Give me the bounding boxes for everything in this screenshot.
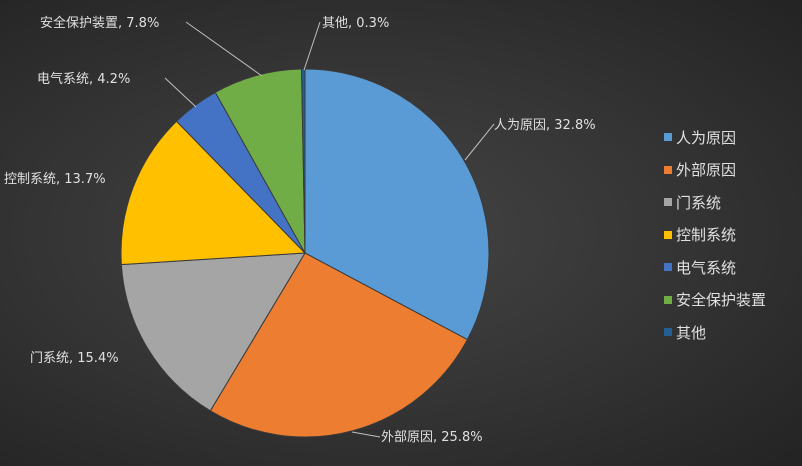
legend-swatch bbox=[664, 328, 672, 337]
legend: 人为原因外部原因门系统控制系统电气系统安全保护装置 其他 bbox=[664, 121, 766, 349]
legend-label: 其他 bbox=[676, 323, 707, 342]
legend-label: 门系统 bbox=[676, 193, 722, 212]
legend-item: 电气系统 bbox=[664, 251, 766, 284]
legend-item: 控制系统 bbox=[664, 219, 766, 252]
legend-swatch bbox=[664, 165, 672, 174]
legend-label: 安全保护装置 bbox=[676, 291, 767, 310]
legend-label: 电气系统 bbox=[676, 258, 737, 277]
pie-slice-6 bbox=[301, 68, 306, 254]
legend-item: 其他 bbox=[664, 316, 766, 349]
leader-line bbox=[185, 21, 263, 77]
data-label: 其他, 0.3% bbox=[322, 16, 389, 31]
leader-line bbox=[351, 431, 381, 438]
legend-label: 外部原因 bbox=[676, 161, 737, 180]
pie-slice-3 bbox=[120, 120, 307, 266]
pie-slice-1 bbox=[209, 252, 469, 438]
data-label: 门系统, 15.4% bbox=[30, 351, 119, 366]
legend-item: 人为原因 bbox=[664, 121, 766, 154]
pie-slice-0 bbox=[304, 68, 490, 341]
legend-swatch bbox=[664, 133, 672, 142]
legend-swatch bbox=[664, 263, 672, 272]
legend-item: 门系统 bbox=[664, 186, 766, 219]
data-label: 安全保护装置, 7.8% bbox=[40, 15, 159, 31]
legend-swatch bbox=[664, 295, 672, 304]
data-label: 人为原因, 32.8% bbox=[494, 118, 596, 133]
legend-label: 人为原因 bbox=[676, 128, 737, 147]
legend-swatch bbox=[664, 230, 672, 239]
pie-slice-2 bbox=[120, 252, 306, 412]
leader-line bbox=[464, 123, 495, 161]
legend-item: 安全保护装置 bbox=[664, 284, 766, 317]
legend-item: 外部原因 bbox=[664, 154, 766, 187]
leader-line bbox=[303, 21, 321, 71]
legend-label: 控制系统 bbox=[676, 226, 737, 245]
data-label: 电气系统, 4.2% bbox=[37, 71, 130, 87]
leader-line bbox=[164, 77, 197, 108]
data-label: 外部原因, 25.8% bbox=[381, 430, 483, 445]
data-label: 控制系统, 13.7% bbox=[4, 172, 106, 187]
legend-swatch bbox=[664, 198, 672, 207]
